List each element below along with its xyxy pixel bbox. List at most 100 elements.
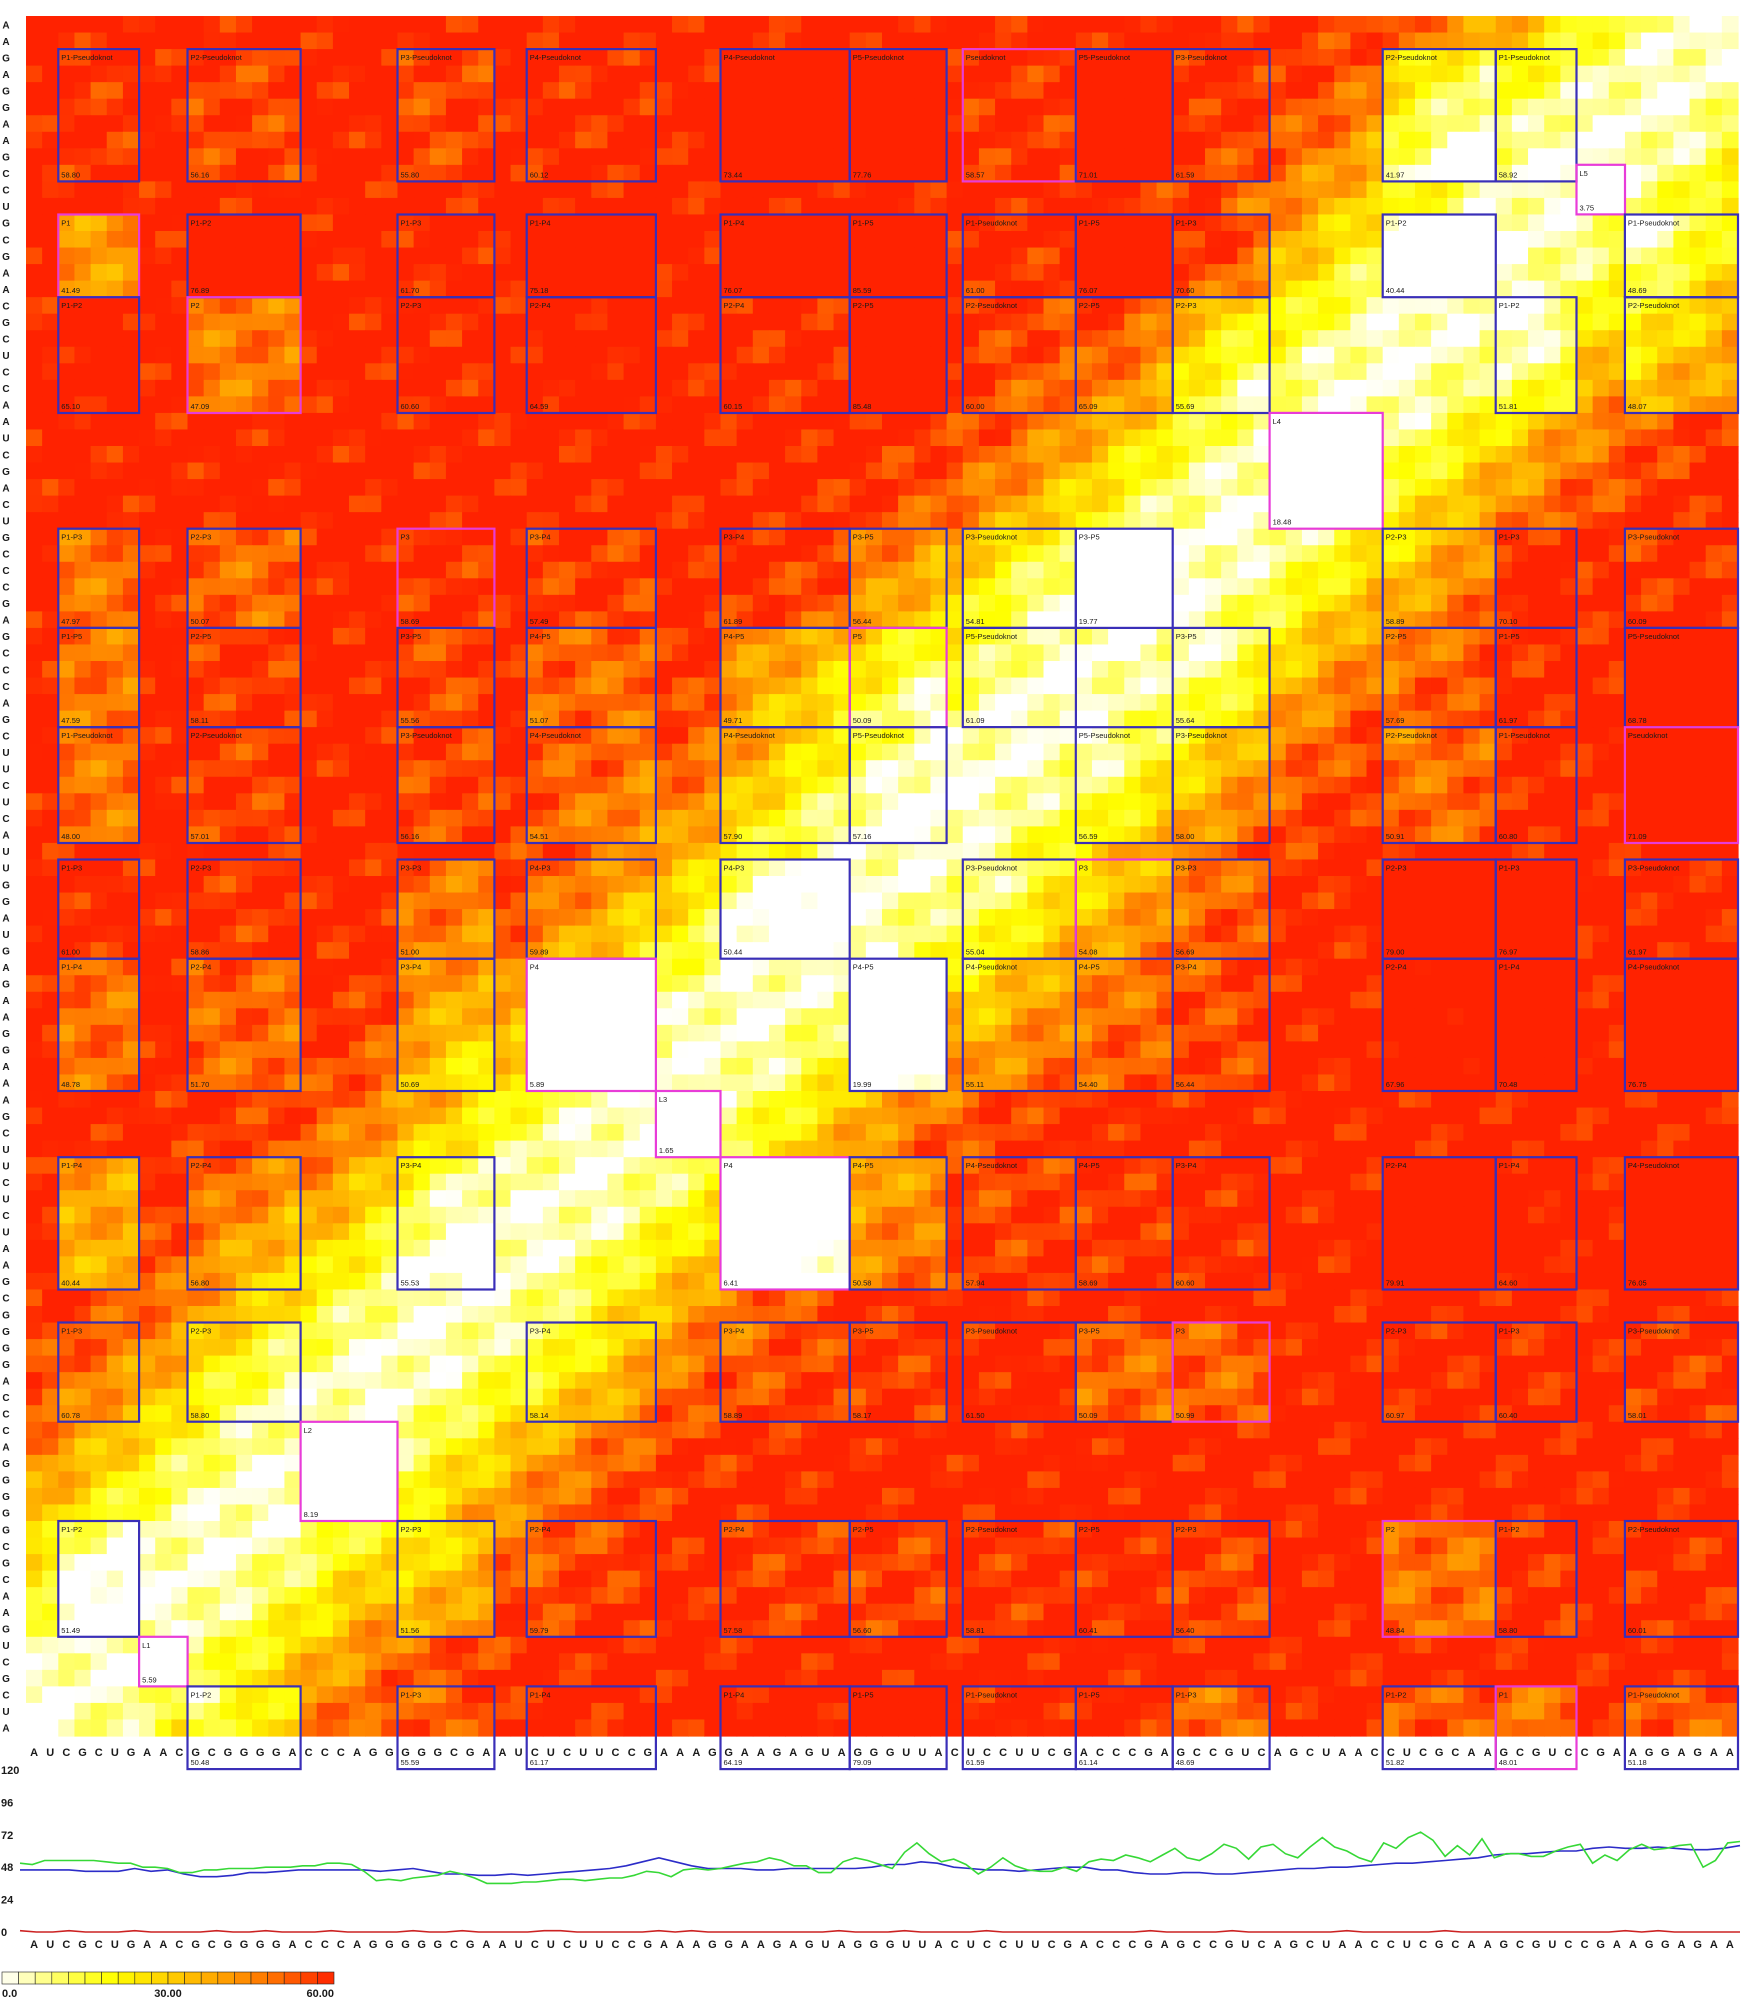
heatmap-cell — [914, 627, 932, 646]
heatmap-cell — [1059, 446, 1077, 464]
heatmap-cell — [203, 677, 221, 695]
heatmap-cell — [1414, 627, 1432, 646]
heatmap-cell — [139, 313, 156, 331]
heatmap-cell — [1172, 561, 1190, 579]
heatmap-cell — [736, 561, 754, 579]
heatmap-cell — [1188, 280, 1206, 298]
heatmap-cell — [785, 412, 802, 431]
heatmap-cell — [833, 181, 851, 199]
heatmap-cell — [1318, 98, 1335, 116]
heatmap-cell — [1576, 197, 1594, 216]
heatmap-cell — [1366, 98, 1384, 116]
heatmap-cell — [833, 164, 851, 182]
heatmap-cell — [1657, 661, 1674, 679]
heatmap-cell — [1205, 446, 1222, 464]
heatmap-cell — [768, 479, 786, 497]
heatmap-cell — [365, 32, 382, 50]
heatmap-cell — [962, 214, 980, 232]
heatmap-cell — [930, 528, 948, 546]
heatmap-cell — [1253, 545, 1271, 563]
heatmap-cell — [1172, 98, 1190, 116]
heatmap-cell — [1285, 131, 1303, 149]
heatmap-cell — [1528, 561, 1545, 579]
heatmap-cell — [914, 727, 932, 745]
heatmap-cell — [1172, 65, 1190, 83]
heatmap-cell — [462, 743, 479, 761]
heatmap-cell — [365, 65, 382, 83]
heatmap-cell — [1382, 462, 1400, 480]
heatmap-cell — [1027, 727, 1045, 745]
heatmap-cell — [688, 164, 705, 182]
heatmap-cell — [1463, 363, 1481, 381]
heatmap-cell — [1721, 16, 1739, 34]
heatmap-cell — [720, 545, 738, 563]
heatmap-cell — [1366, 330, 1384, 348]
heatmap-cell — [1479, 512, 1497, 530]
heatmap-cell — [90, 594, 108, 612]
heatmap-cell — [1140, 379, 1158, 397]
heatmap-cell — [1673, 280, 1691, 298]
heatmap-cell — [1059, 710, 1077, 728]
heatmap-cell — [720, 164, 738, 182]
heatmap-cell — [768, 197, 786, 216]
heatmap-cell — [1059, 578, 1077, 596]
heatmap-cell — [1011, 661, 1028, 679]
heatmap-cell — [1285, 528, 1303, 546]
heatmap-cell — [1608, 32, 1626, 50]
heatmap-cell — [607, 115, 625, 133]
heatmap-cell — [284, 264, 302, 282]
heatmap-cell — [1721, 578, 1739, 596]
heatmap-cell — [1269, 65, 1287, 83]
heatmap-cell — [90, 710, 108, 728]
heatmap-cell — [26, 446, 43, 464]
heatmap-cell — [171, 627, 189, 646]
heatmap-cell — [558, 545, 576, 563]
heatmap-cell — [995, 231, 1012, 249]
heatmap-cell — [478, 446, 495, 464]
heatmap-cell — [930, 313, 948, 331]
heatmap-cell — [542, 412, 560, 431]
heatmap-cell — [1140, 181, 1158, 199]
heatmap-cell — [542, 280, 560, 298]
heatmap-cell — [785, 379, 802, 397]
heatmap-cell — [1043, 760, 1061, 778]
heatmap-cell — [833, 396, 851, 414]
heatmap-cell — [90, 627, 108, 646]
heatmap-cell — [42, 131, 59, 149]
heatmap-cell — [1156, 710, 1174, 728]
heatmap-cell — [219, 545, 237, 563]
heatmap-cell — [882, 644, 899, 662]
heatmap-cell — [914, 247, 932, 265]
heatmap-cell — [1544, 115, 1561, 133]
heatmap-cell — [365, 363, 382, 381]
heatmap-cell — [1544, 462, 1561, 480]
heatmap-cell — [1689, 16, 1707, 34]
heatmap-cell — [785, 694, 802, 712]
heatmap-cell — [74, 561, 92, 579]
heatmap-cell — [639, 561, 657, 579]
heatmap-cell — [1705, 65, 1723, 83]
heatmap-cell — [1059, 82, 1077, 100]
heatmap-cell — [785, 528, 802, 546]
heatmap-cell — [1544, 760, 1561, 778]
heatmap-cell — [736, 528, 754, 546]
heatmap-cell — [1721, 131, 1739, 149]
heatmap-cell — [1560, 710, 1578, 728]
heatmap-cell — [865, 214, 883, 232]
heatmap-cell — [1479, 16, 1497, 34]
heatmap-cell — [1657, 264, 1674, 282]
heatmap-cell — [1657, 462, 1674, 480]
heatmap-cell — [1285, 495, 1303, 513]
heatmap-cell — [865, 578, 883, 596]
heatmap-cell — [1011, 181, 1028, 199]
heatmap-cell — [704, 727, 722, 745]
heatmap-cell — [1253, 231, 1271, 249]
heatmap-cell — [365, 594, 382, 612]
heatmap-cell — [1721, 82, 1739, 100]
heatmap-cell — [139, 379, 156, 397]
heatmap-cell — [1479, 197, 1497, 216]
heatmap-cell — [1237, 727, 1255, 745]
heatmap-cell — [122, 661, 140, 679]
heatmap-cell — [1721, 694, 1739, 712]
heatmap-cell — [268, 297, 286, 315]
